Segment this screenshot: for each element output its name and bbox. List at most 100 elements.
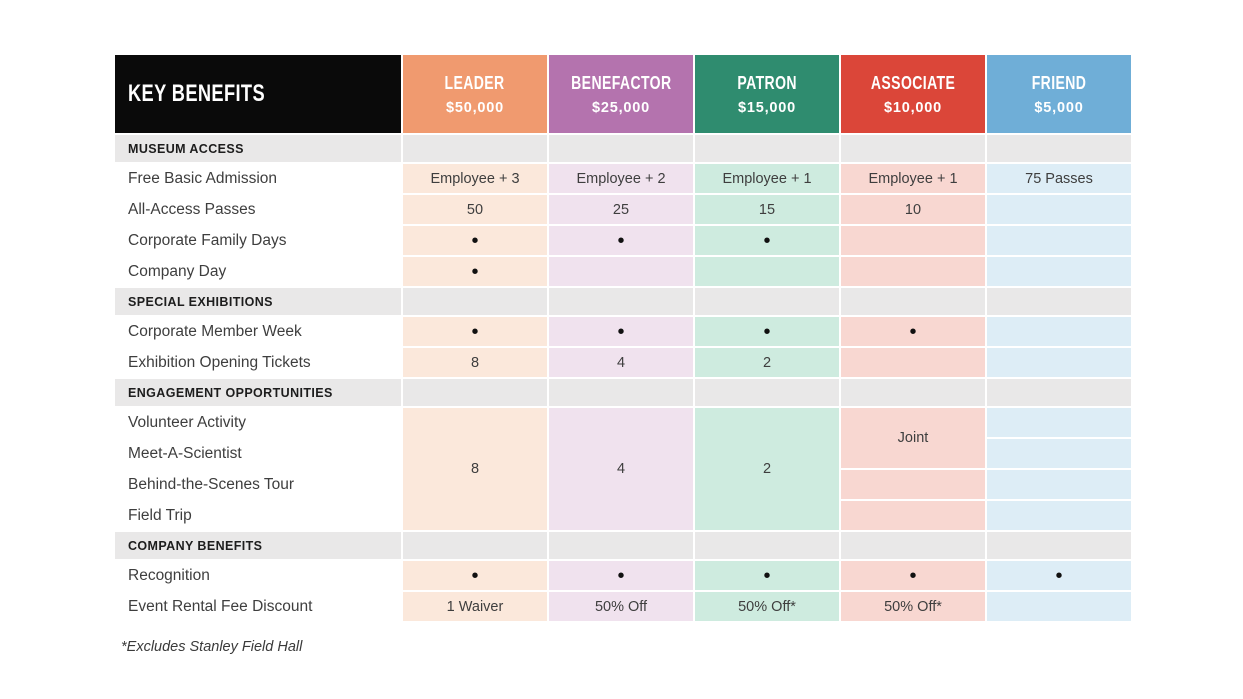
benefit-value-cell: 8 [403,348,547,377]
section-fill-cell [841,532,985,559]
section-fill-cell [695,532,839,559]
benefit-value-cell [987,317,1131,346]
key-benefits-title: KEY BENEFITS [128,80,266,107]
benefit-row-label: Volunteer Activity [115,408,401,437]
benefit-value-cell [987,226,1131,255]
benefit-bullet-cell: • [987,561,1131,590]
benefit-row-label: Corporate Member Week [115,317,401,346]
benefit-value-cell [841,501,985,530]
benefit-value-cell: 2 [695,408,839,530]
section-fill-cell [841,135,985,162]
benefit-value-cell [841,257,985,286]
benefit-bullet-cell: • [403,561,547,590]
tier-name-associate: ASSOCIATE [870,72,956,93]
benefit-value-cell [987,439,1131,468]
section-fill-cell [549,135,693,162]
tier-price-leader: $50,000 [445,99,504,116]
benefit-value-cell: Joint [841,408,985,468]
section-fill-cell [549,379,693,406]
section-fill-cell [695,135,839,162]
tier-name-benefactor: BENEFACTOR [570,72,672,93]
section-fill-cell [403,379,547,406]
section-header: MUSEUM ACCESS [115,135,401,162]
benefit-value-cell [987,195,1131,224]
section-fill-cell [841,379,985,406]
benefit-value-cell: 50% Off [549,592,693,621]
benefit-value-cell [987,592,1131,621]
section-fill-cell [841,288,985,315]
footnote: *Excludes Stanley Field Hall [121,639,303,655]
section-header: SPECIAL EXHIBITIONS [115,288,401,315]
section-header: ENGAGEMENT OPPORTUNITIES [115,379,401,406]
benefit-value-cell [841,348,985,377]
benefit-row-label: Company Day [115,257,401,286]
benefit-bullet-cell: • [549,226,693,255]
benefit-value-cell [987,257,1131,286]
tier-header-patron: PATRON $15,000 [695,55,839,133]
benefit-value-cell: 25 [549,195,693,224]
benefit-value-cell: Employee + 1 [841,164,985,193]
benefit-value-cell [549,257,693,286]
benefit-value-cell: 2 [695,348,839,377]
benefit-bullet-cell: • [403,226,547,255]
benefit-value-cell [841,470,985,499]
section-fill-cell [403,532,547,559]
benefit-value-cell: 75 Passes [987,164,1131,193]
section-fill-cell [695,288,839,315]
benefit-row-label: Free Basic Admission [115,164,401,193]
benefit-row-label: Exhibition Opening Tickets [115,348,401,377]
benefit-value-cell [841,226,985,255]
tier-header-associate: ASSOCIATE $10,000 [841,55,985,133]
benefit-value-cell: 50% Off* [841,592,985,621]
section-fill-cell [987,135,1131,162]
benefit-value-cell: 10 [841,195,985,224]
benefit-bullet-cell: • [403,257,547,286]
section-fill-cell [403,135,547,162]
section-fill-cell [987,288,1131,315]
tier-header-leader: LEADER $50,000 [403,55,547,133]
benefit-value-cell: 15 [695,195,839,224]
benefit-value-cell: 8 [403,408,547,530]
benefit-value-cell [987,408,1131,437]
section-header: COMPANY BENEFITS [115,532,401,559]
tier-name-patron: PATRON [737,72,797,93]
benefit-row-label: Field Trip [115,501,401,530]
benefit-bullet-cell: • [841,561,985,590]
tier-header-benefactor: BENEFACTOR $25,000 [549,55,693,133]
tier-price-patron: $15,000 [737,99,796,116]
tier-price-associate: $10,000 [883,99,942,116]
benefit-row-label: Recognition [115,561,401,590]
benefit-value-cell: Employee + 3 [403,164,547,193]
benefit-bullet-cell: • [549,317,693,346]
benefit-value-cell: 50 [403,195,547,224]
benefit-value-cell [695,257,839,286]
benefit-bullet-cell: • [695,317,839,346]
benefit-bullet-cell: • [549,561,693,590]
tier-price-benefactor: $25,000 [591,99,650,116]
section-fill-cell [549,288,693,315]
section-fill-cell [403,288,547,315]
benefit-bullet-cell: • [695,561,839,590]
benefit-row-label: Event Rental Fee Discount [115,592,401,621]
benefit-row-label: All-Access Passes [115,195,401,224]
section-fill-cell [987,379,1131,406]
benefit-row-label: Behind-the-Scenes Tour [115,470,401,499]
benefit-value-cell: 1 Waiver [403,592,547,621]
tier-price-friend: $5,000 [1034,99,1084,116]
benefit-bullet-cell: • [403,317,547,346]
section-fill-cell [549,532,693,559]
tier-name-friend: FRIEND [1031,72,1087,93]
section-fill-cell [695,379,839,406]
benefit-value-cell [987,348,1131,377]
table-corner-key-benefits: KEY BENEFITS [115,55,401,133]
tier-header-friend: FRIEND $5,000 [987,55,1131,133]
benefit-row-label: Meet-A-Scientist [115,439,401,468]
benefit-bullet-cell: • [695,226,839,255]
benefit-row-label: Corporate Family Days [115,226,401,255]
benefit-value-cell: Employee + 2 [549,164,693,193]
benefit-value-cell [987,470,1131,499]
benefit-value-cell: 4 [549,408,693,530]
benefit-value-cell: Employee + 1 [695,164,839,193]
benefit-bullet-cell: • [841,317,985,346]
benefits-table: KEY BENEFITS LEADER $50,000 BENEFACTOR $… [115,55,1131,621]
